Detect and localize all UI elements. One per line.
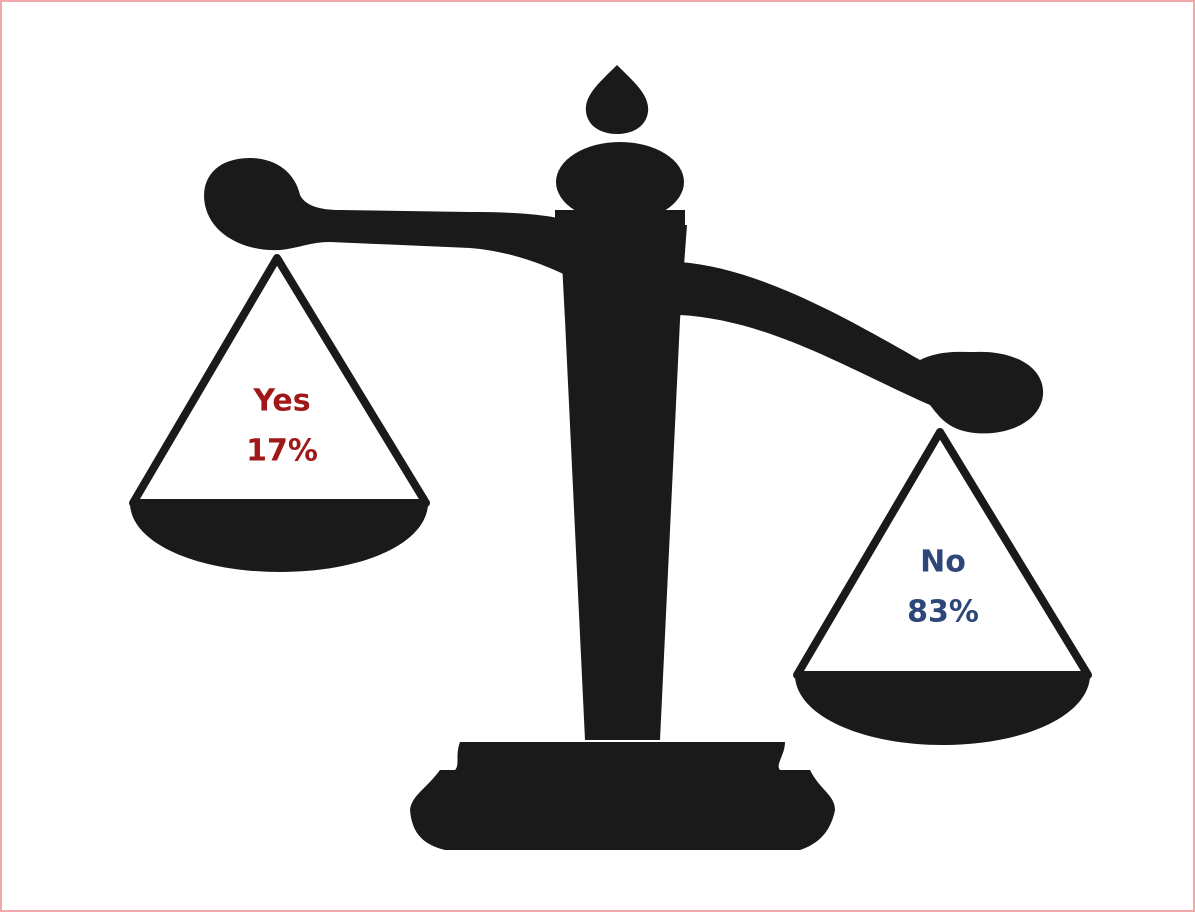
right-pan [795,677,1090,745]
left-beam [204,158,580,280]
left-pan [130,505,428,572]
finial [585,65,649,134]
strings [129,254,1092,679]
right-strings [793,428,1092,679]
pan-value: 83% [907,595,979,630]
scale [130,65,1090,850]
left-strings [129,254,430,507]
pan-label: Yes [252,384,310,419]
knob [556,142,684,222]
right-beam [680,262,1044,434]
column [560,225,687,740]
base-top [455,742,785,770]
base-bottom [410,770,835,850]
pan-label: No [920,545,966,580]
pan-value: 17% [246,434,318,469]
